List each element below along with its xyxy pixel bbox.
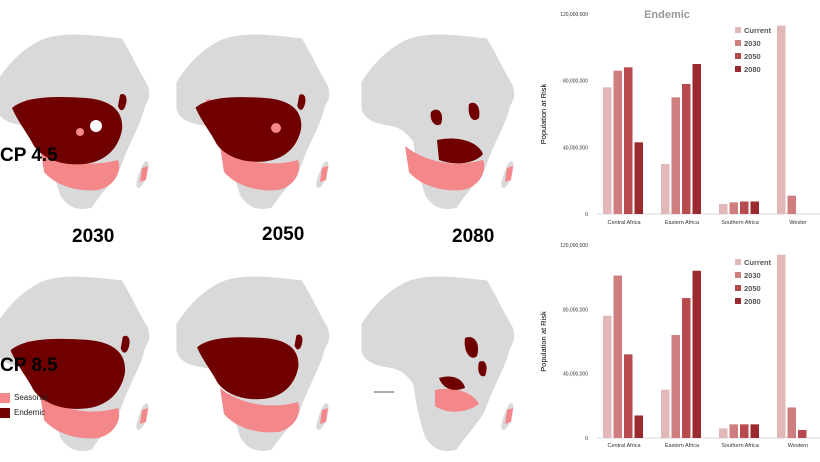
map-cp85-2030 [0, 275, 151, 452]
endemic-swatch [0, 407, 10, 418]
legend-label: Current [744, 258, 772, 267]
bar-2030 [787, 195, 796, 214]
chart-1: Endemic Population at Risk 0 40,000,000 80,0… [540, 9, 820, 226]
legend-label: 2080 [744, 65, 761, 74]
y-tick-label: 80,000,000 [563, 307, 588, 313]
seasonal-swatch [0, 392, 10, 403]
x-category-label: Southern Africa [721, 443, 760, 449]
bar-2050 [740, 424, 749, 438]
bar-2080 [634, 415, 643, 438]
year-label-2030: 2030 [72, 226, 115, 247]
bar-2080 [750, 424, 759, 438]
map-legend-label: Seasonal [14, 393, 48, 402]
legend-swatch [735, 66, 741, 72]
legend-swatch [735, 259, 741, 265]
bar-current [603, 87, 612, 214]
x-category-label: Southern Africa [721, 220, 760, 226]
bar-2030 [787, 407, 796, 438]
legend-label: 2050 [744, 284, 761, 293]
bar-2080 [634, 142, 643, 214]
bar-2080 [692, 270, 701, 438]
bar-current [777, 254, 786, 438]
bar-2050 [682, 298, 691, 438]
legend-label: 2030 [744, 39, 761, 48]
bar-2030 [729, 202, 738, 214]
year-label-2080: 2080 [452, 226, 495, 247]
bar-current [603, 315, 612, 438]
x-category-label: Central Africa [607, 443, 641, 449]
legend-swatch [735, 285, 741, 291]
map-cp45-2050 [175, 33, 331, 211]
x-category-label: Eastern Africa [665, 220, 700, 226]
y-tick-label: 40,000,000 [563, 372, 588, 378]
y-tick-label: 0 [585, 212, 588, 218]
map-legend: Seasonal Endemic [0, 390, 47, 420]
legend-label: 2050 [744, 52, 761, 61]
y-tick-label: 80,000,000 [563, 79, 588, 85]
legend-swatch [735, 27, 741, 33]
y-tick-label: 0 [585, 436, 588, 442]
x-category-label: Central Africa [607, 220, 641, 226]
x-category-label: Wester [789, 220, 806, 226]
map-cp85-2050 [175, 275, 331, 452]
map-legend-label: Endemic [14, 408, 46, 417]
bar-2050 [682, 84, 691, 214]
y-tick-label: 120,000,000 [560, 243, 588, 249]
bar-2030 [613, 70, 622, 215]
y-axis-label: Population at Risk [540, 84, 548, 145]
legend-swatch [735, 272, 741, 278]
scenario-label-2: CP 8.5 [0, 355, 58, 376]
bar-charts: Endemic Population at Risk 0 40,000,000 80,0… [540, 9, 820, 449]
y-tick-label: 120,000,000 [560, 12, 588, 18]
bar-2030 [613, 275, 622, 438]
bar-current [719, 204, 728, 214]
year-label-2050: 2050 [262, 224, 305, 245]
scenario-label-1: CP 4.5 [0, 145, 58, 166]
legend-swatch [735, 53, 741, 59]
chart-area: Endemic Population at Risk 0 40,000,000 80,0… [540, 0, 820, 462]
legend-label: 2080 [744, 297, 761, 306]
bar-2030 [671, 97, 680, 214]
map-cp45-2030 [0, 33, 151, 211]
map-cp85-2080 [360, 275, 516, 452]
bar-current [719, 428, 728, 438]
x-category-label: Western [788, 443, 808, 449]
bar-current [777, 25, 786, 214]
x-category-label: Eastern Africa [665, 443, 700, 449]
africa-maps [0, 33, 516, 452]
y-tick-label: 40,000,000 [563, 145, 588, 151]
legend-label: 2030 [744, 271, 761, 280]
bar-2050 [740, 201, 749, 214]
bar-2050 [624, 67, 633, 214]
bar-2030 [671, 335, 680, 438]
map-panel-area: CP 4.5 CP 8.5 2030 2050 2080 Seasonal En… [0, 33, 516, 452]
chart-2: Population at Risk 0 40,000,000 80,000,000 1… [540, 243, 820, 449]
bar-2080 [750, 201, 759, 214]
legend-label: Current [744, 26, 772, 35]
bar-2080 [692, 64, 701, 214]
legend-swatch [735, 40, 741, 46]
map-cp45-2080 [360, 33, 516, 211]
y-axis-label: Population at Risk [540, 311, 548, 372]
bar-2050 [798, 429, 807, 438]
legend-swatch [735, 298, 741, 304]
bar-current [661, 164, 670, 214]
chart-title: Endemic [644, 9, 690, 21]
bar-2030 [729, 424, 738, 438]
bar-2050 [624, 354, 633, 438]
map-legend-item: Seasonal [0, 390, 47, 405]
map-legend-item: Endemic [0, 405, 47, 420]
bar-current [661, 389, 670, 438]
